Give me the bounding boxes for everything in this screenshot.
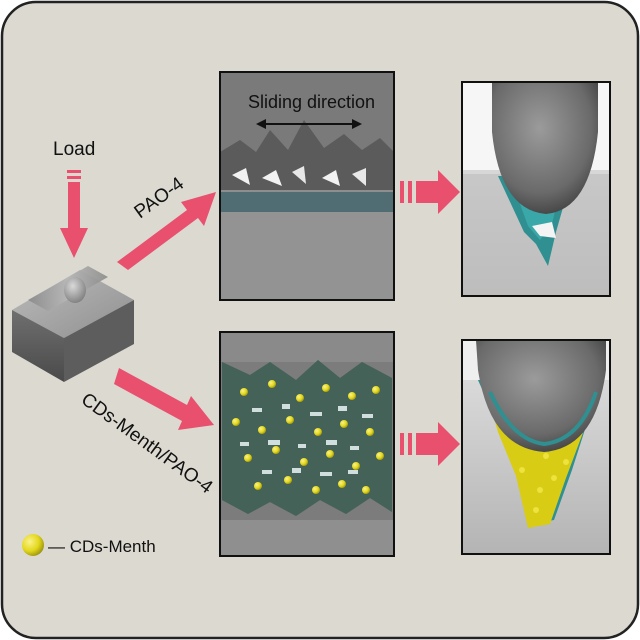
cds-menth-contact-panel (461, 339, 611, 555)
right-arrow-icon (117, 192, 216, 270)
cds-menth-wear-panel (219, 331, 395, 557)
particle-icon (22, 534, 44, 556)
sample-block (12, 266, 134, 382)
white-debris (240, 404, 373, 476)
right-arrow-icon (400, 170, 460, 214)
right-arrow-icon (400, 422, 460, 466)
pao4-wear-panel: Sliding direction (219, 71, 395, 301)
right-arrow-icon (114, 368, 214, 430)
load-group: Load (53, 139, 95, 258)
legend: — CDs-Menth (22, 534, 156, 556)
sliding-direction-label: Sliding direction (248, 92, 375, 112)
particle-cluster (232, 380, 384, 494)
down-arrow-icon (60, 170, 88, 258)
double-arrow-icon (256, 119, 362, 129)
load-label: Load (53, 139, 95, 160)
ball-contact (64, 277, 86, 303)
legend-label: — CDs-Menth (48, 537, 156, 556)
pao4-contact-panel (461, 81, 611, 297)
